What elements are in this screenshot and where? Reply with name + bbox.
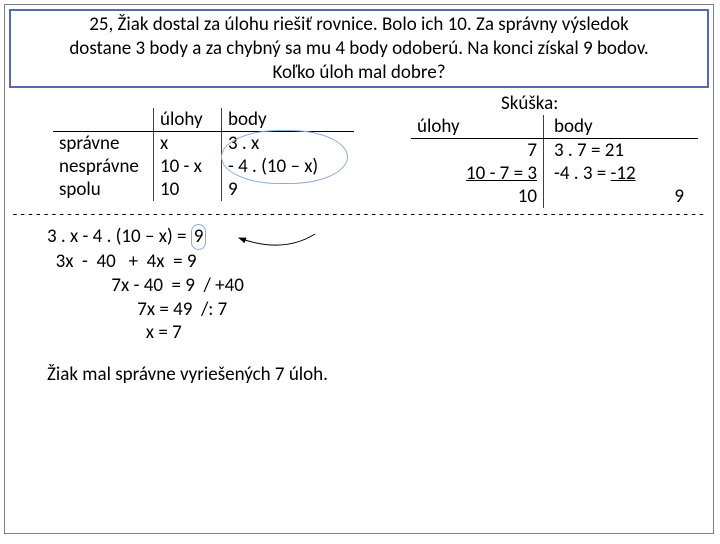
eq-line5: x = 7 bbox=[47, 321, 707, 345]
r-r3c1: 10 bbox=[411, 185, 544, 208]
check-block: Skúška: úlohy body 7 3 . 7 = 21 10 - 7 =… bbox=[411, 92, 698, 208]
content-area: úlohy body správne x 3 . x nesprávne 10 … bbox=[5, 92, 713, 386]
setup-table: úlohy body správne x 3 . x nesprávne 10 … bbox=[53, 108, 354, 201]
lh1 bbox=[53, 108, 154, 132]
rh1: úlohy bbox=[411, 115, 544, 139]
l-r2c1: nesprávne bbox=[53, 155, 154, 178]
title-line1: 25, Žiak dostal za úlohu riešiť rovnice.… bbox=[89, 13, 629, 36]
eq-l1a: 3 . x - 4 . (10 – x) = bbox=[47, 225, 191, 248]
l-r2c2: 10 - x bbox=[154, 155, 222, 178]
rh2: body bbox=[544, 115, 699, 139]
tables-row: úlohy body správne x 3 . x nesprávne 10 … bbox=[11, 92, 707, 201]
eq-line4: 7x = 49 /: 7 bbox=[47, 298, 707, 322]
title-line3: Koľko úloh mal dobre? bbox=[272, 61, 445, 84]
l-r1c1: správne bbox=[53, 132, 154, 156]
l-r1c3: 3 . x bbox=[222, 132, 355, 156]
slide-frame: 25, Žiak dostal za úlohu riešiť rovnice.… bbox=[4, 4, 714, 534]
eq-line2: 3x - 40 + 4x = 9 bbox=[47, 250, 707, 274]
r-r1c2: 3 . 7 = 21 bbox=[544, 139, 699, 163]
problem-title-box: 25, Žiak dostal za úlohu riešiť rovnice.… bbox=[9, 9, 709, 88]
r-r2c2-ul: -12 bbox=[611, 162, 636, 185]
l-r3c3: 9 bbox=[222, 178, 355, 201]
lh2: úlohy bbox=[154, 108, 222, 132]
lh3: body bbox=[222, 108, 355, 132]
eq-line1: 3 . x - 4 . (10 – x) = 9 bbox=[47, 224, 707, 250]
l-r3c2: 10 bbox=[154, 178, 222, 201]
r-r2c1: 10 - 7 = 3 bbox=[411, 162, 544, 185]
l-r3c1: spolu bbox=[53, 178, 154, 201]
check-title: Skúška: bbox=[501, 92, 698, 115]
equation-block: 3 . x - 4 . (10 – x) = 9 3x - 40 + 4x = … bbox=[47, 224, 707, 345]
eq-line3: 7x - 40 = 9 / +40 bbox=[47, 274, 707, 298]
title-line2: dostane 3 body a za chybný sa mu 4 body … bbox=[69, 37, 648, 60]
separator-dashes: ----------------------------------------… bbox=[11, 207, 707, 222]
r-r2c2: -4 . 3 = -12 bbox=[544, 162, 699, 185]
check-table: úlohy body 7 3 . 7 = 21 10 - 7 = 3 -4 . … bbox=[411, 115, 698, 208]
answer-text: Žiak mal správne vyriešených 7 úloh. bbox=[47, 363, 707, 386]
r-r3c2: 9 bbox=[544, 185, 699, 208]
l-r1c2: x bbox=[154, 132, 222, 156]
r-r1c1: 7 bbox=[411, 139, 544, 163]
eq-l1-circled: 9 bbox=[191, 224, 207, 250]
l-r2c3: - 4 . (10 – x) bbox=[222, 155, 355, 178]
